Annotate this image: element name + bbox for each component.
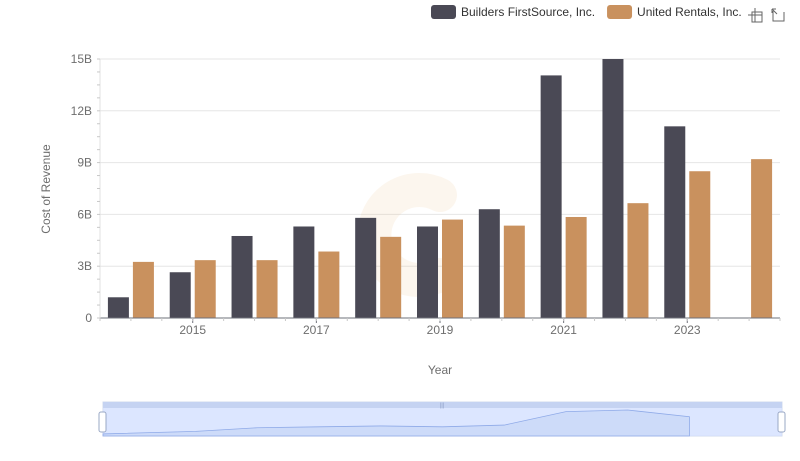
data-zoom-right-handle[interactable]: [777, 411, 786, 433]
x-tick-label: 2015: [179, 323, 206, 337]
data-zoom-slider[interactable]: |||: [98, 401, 786, 437]
bar-united-rentals-2018[interactable]: [380, 236, 402, 318]
crosshair-zoom-icon[interactable]: [748, 8, 763, 23]
y-axis-ticks: 0 3B 6B 9B 12B 15B: [71, 52, 100, 325]
x-tick-label: 2019: [427, 323, 454, 337]
x-axis-ticks: 2015 2017 2019 2021 2023: [99, 318, 781, 337]
y-tick-label: 12B: [71, 104, 92, 118]
y-tick-label: 9B: [77, 156, 92, 170]
legend-swatch[interactable]: [607, 5, 633, 19]
y-axis-title: Cost of Revenue: [39, 144, 53, 234]
data-zoom-top-bar[interactable]: [103, 402, 782, 408]
legend-swatch[interactable]: [431, 5, 456, 19]
bar-builders-firstsource-2015[interactable]: [169, 272, 191, 318]
bar-builders-firstsource-2014[interactable]: [107, 297, 129, 318]
bar-builders-firstsource-2019[interactable]: [417, 226, 438, 318]
bar-builders-firstsource-2023[interactable]: [664, 126, 686, 318]
x-tick-label: 2021: [550, 323, 577, 337]
x-tick-label: 2023: [674, 323, 701, 337]
y-tick-label: 0: [85, 311, 92, 325]
bar-united-rentals-2022[interactable]: [627, 203, 649, 318]
bar-builders-firstsource-2020[interactable]: [478, 209, 500, 318]
bar-united-rentals-2021[interactable]: [565, 216, 587, 318]
bar-united-rentals-2016[interactable]: [256, 260, 278, 318]
legend-label[interactable]: United Rentals, Inc.: [637, 5, 742, 19]
bar-united-rentals-2024[interactable]: [751, 159, 773, 318]
data-zoom-preview-area: [102, 409, 690, 437]
x-axis-title: Year: [428, 363, 452, 377]
bar-builders-firstsource-2016[interactable]: [231, 235, 253, 318]
y-tick-label: 3B: [77, 259, 92, 273]
bar-united-rentals-2015[interactable]: [194, 260, 216, 318]
legend: Builders FirstSource, Inc. United Rentals…: [431, 5, 742, 19]
bar-united-rentals-2017[interactable]: [318, 251, 340, 318]
x-tick-label: 2017: [303, 323, 330, 337]
data-zoom-left-handle[interactable]: [98, 411, 107, 433]
bar-united-rentals-2014[interactable]: [132, 261, 154, 318]
data-zoom-grip[interactable]: |||: [440, 403, 445, 409]
y-tick-label: 6B: [77, 207, 92, 221]
bar-builders-firstsource-2021[interactable]: [540, 75, 562, 318]
bar-united-rentals-2020[interactable]: [503, 225, 525, 318]
bar-united-rentals-2019[interactable]: [442, 219, 463, 318]
bar-builders-firstsource-2017[interactable]: [293, 226, 315, 318]
bar-united-rentals-2023[interactable]: [689, 171, 711, 318]
y-tick-label: 15B: [71, 52, 92, 66]
bar-builders-firstsource-2018[interactable]: [355, 217, 377, 318]
bar-builders-firstsource-2022[interactable]: [602, 59, 624, 318]
restore-icon[interactable]: [771, 8, 785, 22]
bars: [107, 59, 773, 318]
legend-label[interactable]: Builders FirstSource, Inc.: [461, 5, 595, 19]
